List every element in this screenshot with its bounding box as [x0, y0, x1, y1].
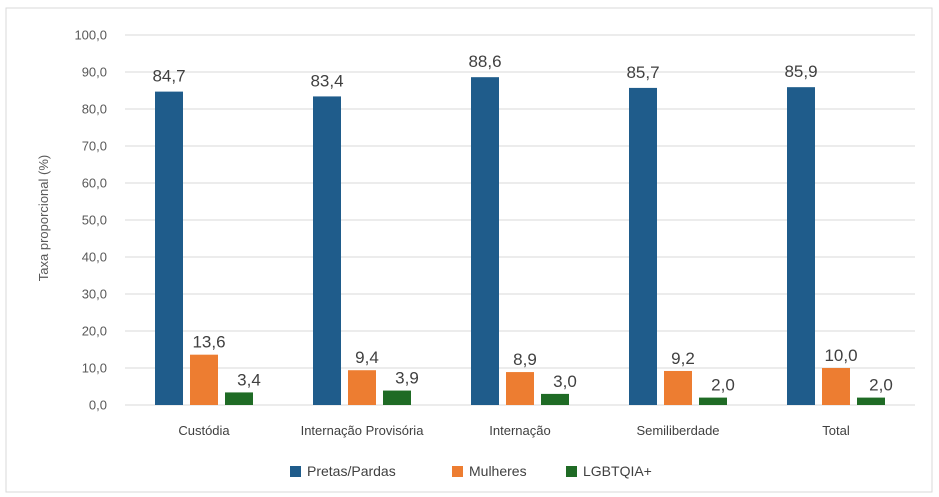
data-label: 85,9	[784, 62, 817, 81]
data-label: 2,0	[711, 376, 735, 395]
y-tick-label: 10,0	[82, 361, 107, 376]
x-category-label: Internação	[489, 423, 550, 438]
y-tick-label: 100,0	[74, 28, 107, 43]
data-label: 10,0	[824, 346, 857, 365]
legend-swatch	[566, 466, 577, 477]
x-category-label: Total	[822, 423, 850, 438]
data-labels: 84,7 13,6 3,4 83,4 9,4 3,9 88,6 8,9 3,0 85,7 9,2 2,…	[152, 52, 892, 394]
data-label: 84,7	[152, 67, 185, 86]
data-label: 88,6	[468, 52, 501, 71]
data-label: 9,2	[671, 349, 695, 368]
legend-label: Mulheres	[469, 463, 527, 479]
bar-1-4	[822, 368, 850, 405]
bar-0-2	[471, 77, 499, 406]
y-axis-label: Taxa proporcional (%)	[36, 155, 51, 281]
legend-swatch	[290, 466, 301, 477]
x-category-label: Custódia	[178, 423, 230, 438]
bar-2-4	[857, 397, 885, 405]
x-category-label: Internação Provisória	[301, 423, 425, 438]
bar-0-1	[313, 96, 341, 406]
bar-1-1	[348, 370, 376, 405]
bar-2-3	[699, 397, 727, 405]
y-tick-label: 20,0	[82, 324, 107, 339]
x-category-label: Semiliberdade	[636, 423, 719, 438]
bar-0-4	[787, 87, 815, 406]
data-label: 3,4	[237, 370, 261, 389]
bars	[155, 77, 885, 406]
data-label: 9,4	[355, 348, 379, 367]
bar-1-0	[190, 354, 218, 405]
data-label: 83,4	[310, 71, 343, 90]
bar-1-3	[664, 370, 692, 405]
legend-label: Pretas/Pardas	[307, 463, 396, 479]
y-tick-label: 0,0	[89, 398, 107, 413]
bar-2-2	[541, 393, 569, 405]
data-label: 3,9	[395, 369, 419, 388]
bar-2-0	[225, 392, 253, 405]
y-axis-ticks: 0,0 10,0 20,0 30,0 40,0 50,0 60,0 70,0 80,0 90,0 1…	[74, 28, 107, 413]
bar-0-3	[629, 87, 657, 405]
y-tick-label: 60,0	[82, 176, 107, 191]
bar-2-1	[383, 390, 411, 405]
y-tick-label: 40,0	[82, 250, 107, 265]
y-tick-label: 50,0	[82, 213, 107, 228]
data-label: 13,6	[192, 333, 225, 352]
data-label: 8,9	[513, 350, 537, 369]
data-label: 85,7	[626, 63, 659, 82]
data-label: 3,0	[553, 372, 577, 391]
y-tick-label: 90,0	[82, 65, 107, 80]
data-label: 2,0	[869, 376, 893, 395]
legend-label: LGBTQIA+	[583, 463, 652, 479]
y-tick-label: 80,0	[82, 102, 107, 117]
x-axis-categories: Custódia Internação Provisória Internação S…	[178, 423, 849, 438]
legend: Pretas/Pardas Mulheres LGBTQIA+	[290, 463, 652, 479]
bar-1-2	[506, 372, 534, 405]
legend-swatch	[452, 466, 463, 477]
y-tick-label: 70,0	[82, 139, 107, 154]
gridlines	[125, 34, 915, 406]
y-tick-label: 30,0	[82, 287, 107, 302]
bar-0-0	[155, 91, 183, 406]
